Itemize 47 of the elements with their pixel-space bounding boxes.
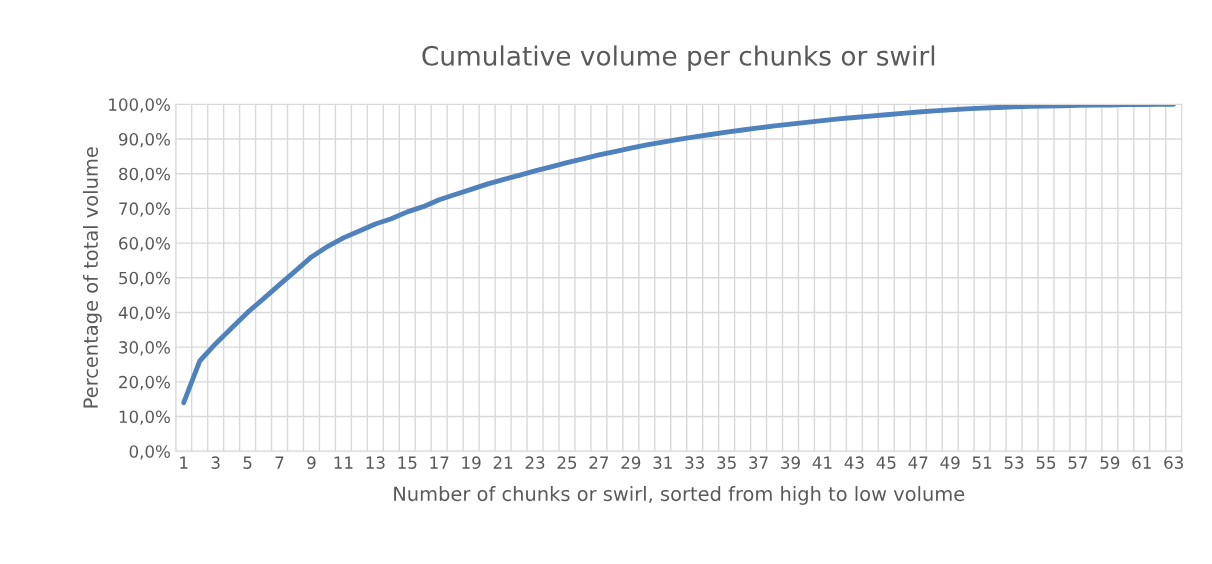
x-tick-label: 17 [430,456,449,469]
x-tick-label: 3 [211,456,220,469]
x-tick-label: 33 [685,456,704,469]
x-axis-title: Number of chunks or swirl, sorted from high to low volume [394,486,965,505]
x-tick-label: 23 [525,456,545,469]
x-tick-label: 5 [243,456,252,469]
y-tick-label: 20,0% [119,375,170,391]
x-tick-label: 35 [717,456,736,469]
x-tick-label: 43 [844,456,864,469]
x-tick-label: 53 [1004,456,1024,469]
x-tick-label: 21 [493,456,513,469]
x-tick-label: 19 [462,456,481,469]
y-tick-label: 40,0% [118,306,170,321]
x-tick-label: 49 [940,456,960,469]
y-tick-label: 50,0% [119,271,170,287]
y-tick-label: 100,0% [109,98,170,113]
chart-title: Cumulative volume per chunks or swirl [422,45,935,71]
x-tick-label: 51 [972,456,992,469]
x-tick-label: 57 [1068,456,1088,469]
y-tick-label: 70,0% [119,202,170,217]
x-tick-label: 31 [653,456,672,469]
x-tick-label: 7 [275,456,284,469]
x-tick-label: 13 [366,456,385,469]
x-tick-label: 15 [398,456,417,469]
x-tick-label: 9 [307,456,316,469]
y-tick-label: 10,0% [119,410,170,425]
x-tick-label: 59 [1100,456,1120,469]
y-tick-label: 0,0% [129,445,170,460]
x-tick-label: 55 [1036,456,1056,469]
y-tick-label: 80,0% [119,167,170,182]
x-tick-label: 63 [1164,456,1183,469]
y-axis-title: Percentage of total volume [82,147,102,408]
line-series [181,104,1177,406]
x-tick-label: 61 [1132,456,1151,469]
x-tick-label: 39 [781,456,800,469]
y-tick-label: 90,0% [118,132,170,148]
x-tick-label: 37 [749,456,768,469]
x-tick-label: 47 [908,456,928,469]
y-tick-label: 60,0% [119,237,170,252]
x-tick-label: 11 [334,456,353,469]
x-tick-label: 25 [557,456,577,469]
y-tick-label: 30,0% [119,341,170,356]
x-tick-label: 29 [621,456,641,469]
x-tick-label: 1 [180,456,188,469]
x-tick-label: 27 [589,456,609,469]
x-tick-label: 45 [876,456,896,469]
x-tick-label: 41 [812,456,832,469]
